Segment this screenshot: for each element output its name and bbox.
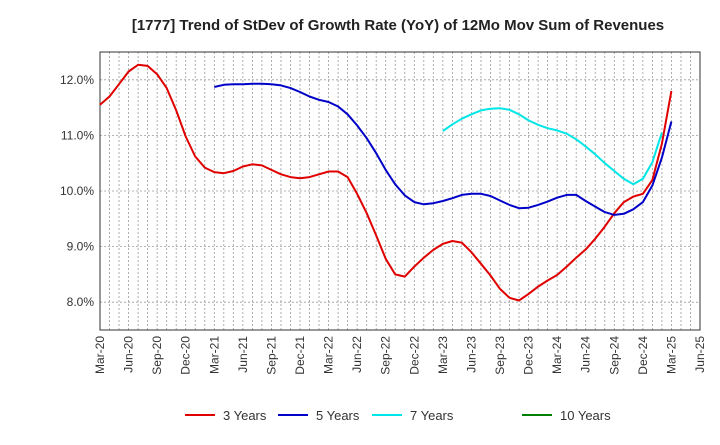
x-tick-label: Jun-25	[693, 336, 707, 373]
series-line-5-years	[214, 82, 673, 216]
x-tick-label: Sep-20	[150, 336, 164, 375]
plot-area-frame	[99, 51, 701, 331]
x-tick-label: Jun-24	[579, 336, 593, 373]
x-tick-label: Dec-22	[407, 336, 421, 375]
legend-label: 5 Years	[316, 408, 360, 423]
legend: 3 Years 5 Years 7 Years 10 Years	[185, 408, 611, 423]
y-tick-label: 12.0%	[60, 73, 94, 87]
legend-label: 7 Years	[410, 408, 454, 423]
x-tick-label: Mar-20	[93, 336, 107, 374]
x-tick-label: Sep-22	[379, 336, 393, 375]
x-tick-label: Dec-24	[636, 336, 650, 375]
x-tick-label: Dec-21	[293, 336, 307, 375]
series-line-3-years	[99, 63, 673, 302]
legend-label: 3 Years	[223, 408, 267, 423]
x-tick-label: Jun-23	[464, 336, 478, 373]
legend-label: 10 Years	[560, 408, 611, 423]
x-tick-label: Sep-23	[493, 336, 507, 375]
x-tick-label: Mar-23	[436, 336, 450, 374]
y-axis: 8.0% 9.0% 10.0% 11.0% 12.0%	[60, 73, 94, 309]
x-tick-label: Mar-22	[322, 336, 336, 374]
x-tick-label: Sep-24	[607, 336, 621, 375]
x-tick-label: Jun-20	[122, 336, 136, 373]
x-tick-label: Dec-20	[179, 336, 193, 375]
x-tick-label: Sep-21	[264, 336, 278, 375]
series-lines	[99, 63, 673, 302]
x-tick-label: Mar-24	[550, 336, 564, 374]
x-tick-label: Mar-21	[207, 336, 221, 374]
x-axis: Mar-20 Jun-20 Sep-20 Dec-20 Mar-21 Jun-21 Sep-…	[93, 336, 707, 375]
y-tick-label: 9.0%	[67, 240, 95, 254]
x-tick-label: Jun-21	[236, 336, 250, 373]
y-tick-label: 11.0%	[61, 128, 94, 142]
x-tick-label: Dec-23	[522, 336, 536, 375]
series-line-7-years	[442, 107, 663, 186]
y-tick-label: 10.0%	[60, 184, 94, 198]
x-tick-label: Mar-25	[664, 336, 678, 374]
y-tick-label: 8.0%	[67, 295, 95, 309]
x-tick-label: Jun-22	[350, 336, 364, 373]
chart-title: [1777] Trend of StDev of Growth Rate (Yo…	[132, 17, 664, 34]
